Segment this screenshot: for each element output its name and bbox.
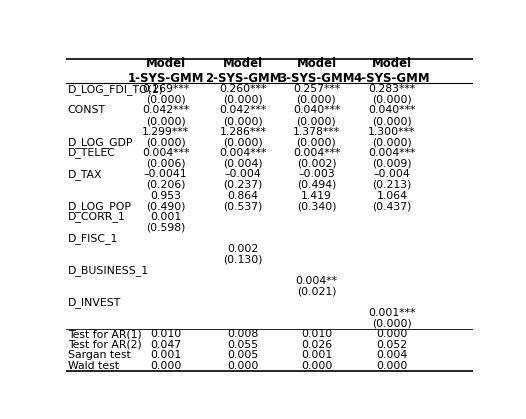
Text: CONST: CONST (68, 106, 106, 116)
Text: 0.002: 0.002 (227, 244, 259, 254)
Text: 0.000: 0.000 (150, 361, 181, 371)
Text: (0.000): (0.000) (372, 137, 412, 147)
Text: (0.537): (0.537) (224, 201, 263, 211)
Text: 0.008: 0.008 (227, 329, 259, 339)
Text: 0.257***: 0.257*** (293, 84, 340, 94)
Text: 0.864: 0.864 (228, 191, 259, 201)
Text: 1.300***: 1.300*** (368, 127, 416, 137)
Text: (0.437): (0.437) (372, 201, 411, 211)
Text: 0.040***: 0.040*** (293, 106, 340, 116)
Text: 0.260***: 0.260*** (219, 84, 267, 94)
Text: Model
3-SYS-GMM: Model 3-SYS-GMM (278, 57, 355, 85)
Text: –0.004: –0.004 (373, 169, 410, 179)
Text: (0.000): (0.000) (223, 116, 263, 126)
Text: 0.001: 0.001 (150, 212, 181, 222)
Text: Wald test: Wald test (68, 361, 119, 371)
Text: D_TELEC: D_TELEC (68, 147, 116, 158)
Text: D_INVEST: D_INVEST (68, 297, 121, 308)
Text: Test for AR(1): Test for AR(1) (68, 329, 141, 339)
Text: (0.000): (0.000) (372, 318, 412, 328)
Text: 1.286***: 1.286*** (219, 127, 267, 137)
Text: (0.006): (0.006) (146, 159, 186, 169)
Text: 1.419: 1.419 (301, 191, 332, 201)
Text: (0.000): (0.000) (146, 116, 186, 126)
Text: 0.004***: 0.004*** (142, 148, 189, 158)
Text: 0.042***: 0.042*** (142, 106, 189, 116)
Text: 0.004***: 0.004*** (293, 148, 340, 158)
Text: 0.001: 0.001 (301, 350, 332, 360)
Text: (0.213): (0.213) (372, 180, 411, 190)
Text: (0.340): (0.340) (297, 201, 336, 211)
Text: (0.130): (0.130) (224, 254, 263, 264)
Text: (0.490): (0.490) (146, 201, 185, 211)
Text: 0.010: 0.010 (301, 329, 332, 339)
Text: –0.003: –0.003 (298, 169, 335, 179)
Text: 1.299***: 1.299*** (142, 127, 189, 137)
Text: (0.000): (0.000) (223, 95, 263, 105)
Text: 0.283***: 0.283*** (368, 84, 416, 94)
Text: 0.001: 0.001 (150, 350, 181, 360)
Text: D_CORR_1: D_CORR_1 (68, 212, 126, 222)
Text: (0.598): (0.598) (146, 222, 185, 233)
Text: (0.494): (0.494) (297, 180, 336, 190)
Text: (0.000): (0.000) (146, 95, 186, 105)
Text: Model
1-SYS-GMM: Model 1-SYS-GMM (127, 57, 204, 85)
Text: 0.000: 0.000 (227, 361, 259, 371)
Text: Model
4-SYS-GMM: Model 4-SYS-GMM (353, 57, 430, 85)
Text: (0.009): (0.009) (372, 159, 412, 169)
Text: (0.000): (0.000) (372, 116, 412, 126)
Text: Test for AR(2): Test for AR(2) (68, 340, 141, 350)
Text: D_LOG_GDP: D_LOG_GDP (68, 137, 133, 148)
Text: 0.000: 0.000 (301, 361, 332, 371)
Text: 0.040***: 0.040*** (368, 106, 416, 116)
Text: 1.064: 1.064 (377, 191, 407, 201)
Text: (0.237): (0.237) (224, 180, 263, 190)
Text: 0.953: 0.953 (150, 191, 181, 201)
Text: 0.055: 0.055 (228, 340, 259, 350)
Text: 0.042***: 0.042*** (219, 106, 267, 116)
Text: 0.000: 0.000 (376, 361, 408, 371)
Text: D_LOG_FDI_TO(1): D_LOG_FDI_TO(1) (68, 84, 164, 95)
Text: (0.000): (0.000) (297, 116, 336, 126)
Text: 0.004***: 0.004*** (368, 148, 416, 158)
Text: 0.047: 0.047 (150, 340, 181, 350)
Text: (0.000): (0.000) (297, 95, 336, 105)
Text: (0.000): (0.000) (297, 137, 336, 147)
Text: (0.206): (0.206) (146, 180, 185, 190)
Text: (0.000): (0.000) (223, 137, 263, 147)
Text: (0.000): (0.000) (372, 95, 412, 105)
Text: D_BUSINESS_1: D_BUSINESS_1 (68, 265, 149, 276)
Text: (0.002): (0.002) (297, 159, 336, 169)
Text: 0.004***: 0.004*** (219, 148, 267, 158)
Text: 0.010: 0.010 (150, 329, 181, 339)
Text: (0.004): (0.004) (223, 159, 263, 169)
Text: D_LOG_POP: D_LOG_POP (68, 201, 132, 212)
Text: 0.004: 0.004 (376, 350, 408, 360)
Text: 0.005: 0.005 (227, 350, 259, 360)
Text: 0.004**: 0.004** (296, 276, 338, 286)
Text: 0.026: 0.026 (301, 340, 332, 350)
Text: Model
2-SYS-GMM: Model 2-SYS-GMM (205, 57, 281, 85)
Text: –0.004: –0.004 (225, 169, 261, 179)
Text: –0.0041: –0.0041 (144, 169, 187, 179)
Text: D_TAX: D_TAX (68, 169, 102, 180)
Text: (0.021): (0.021) (297, 287, 336, 297)
Text: Sargan test: Sargan test (68, 350, 130, 360)
Text: 0.000: 0.000 (376, 329, 408, 339)
Text: D_FISC_1: D_FISC_1 (68, 233, 118, 244)
Text: 0.052: 0.052 (376, 340, 408, 350)
Text: 0.269***: 0.269*** (142, 84, 189, 94)
Text: 1.378***: 1.378*** (293, 127, 340, 137)
Text: 0.001***: 0.001*** (368, 308, 416, 318)
Text: (0.000): (0.000) (146, 137, 186, 147)
